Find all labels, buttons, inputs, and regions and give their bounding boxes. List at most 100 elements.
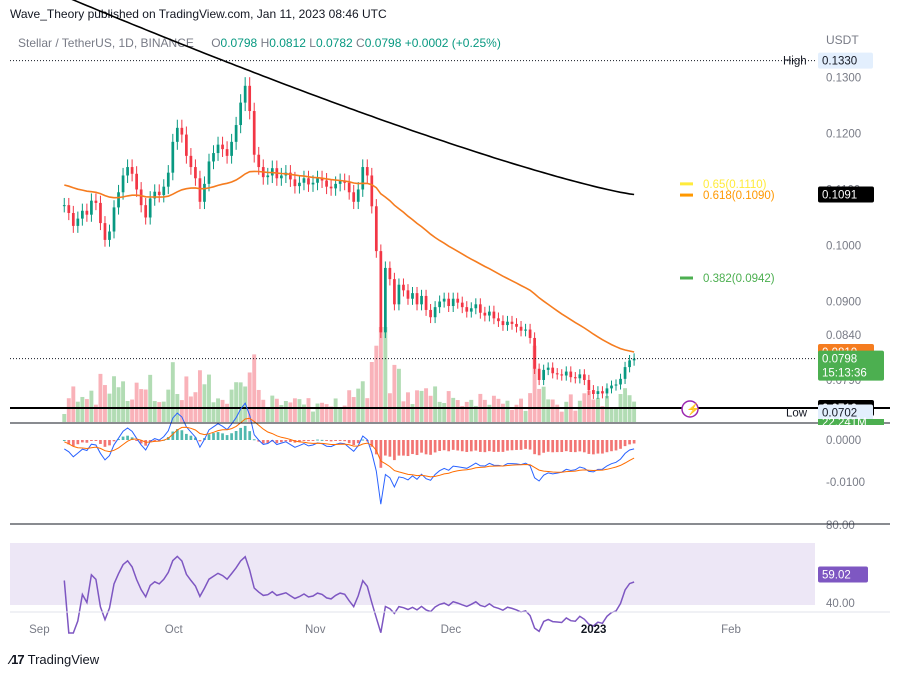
volume-bar (396, 368, 401, 422)
candle-body (569, 371, 573, 378)
low-value: 0.0782 (315, 36, 353, 50)
candle-body (551, 367, 555, 374)
candle-body (320, 178, 324, 181)
macd-histogram-bar (307, 440, 310, 442)
macd-histogram-bar (469, 440, 473, 452)
candle-body (103, 223, 107, 240)
volume-bar (338, 407, 343, 422)
low-value-badge: 0.0702 (822, 407, 857, 419)
candle-body (587, 379, 591, 391)
fib-level-label: 0.382(0.0942) (703, 273, 775, 285)
volume-bar (537, 388, 542, 422)
volume-bar (306, 398, 311, 422)
volume-bar (392, 364, 397, 422)
volume-bar (505, 400, 510, 422)
volume-bar (500, 403, 505, 422)
candle-body (578, 374, 582, 379)
macd-tick-label: 0.0000 (826, 435, 861, 447)
candle-body (311, 182, 315, 185)
candle-body (429, 309, 432, 318)
volume-bar (279, 404, 284, 422)
last-price-value: 0.0798 (822, 354, 857, 366)
macd-histogram-bar (361, 439, 365, 441)
candle-body (605, 388, 609, 394)
candle-body (203, 183, 206, 202)
candle-body (329, 186, 333, 189)
macd-histogram-bar (555, 440, 559, 453)
macd-histogram-bar (465, 440, 469, 452)
volume-bar (265, 407, 270, 422)
macd-histogram-bar (610, 440, 613, 452)
rsi-line (63, 555, 635, 634)
macd-histogram-bar (546, 440, 550, 452)
volume-bar (369, 362, 374, 422)
ema200-badge: 0.1091 (822, 190, 857, 202)
volume-bar (157, 402, 162, 422)
tradingview-logo[interactable]: ⁄17 TradingView (10, 652, 99, 667)
volume-bar (550, 399, 555, 422)
candle-body (325, 180, 328, 187)
volume-bar (229, 389, 234, 422)
macd-histogram-bar (171, 431, 175, 440)
low-label: Low (786, 407, 808, 419)
candle-body (384, 267, 387, 333)
volume-bar (401, 401, 406, 422)
macd-histogram-bar (352, 440, 356, 446)
candle-body (388, 267, 392, 280)
macd-histogram-bar (248, 431, 252, 440)
candle-body (469, 308, 473, 312)
price-tick-label: 0.0900 (826, 297, 861, 309)
candle-body (307, 178, 310, 185)
volume-bar (238, 382, 243, 422)
volume-bar (333, 398, 338, 422)
candle-body (361, 167, 365, 190)
candle-body (478, 304, 482, 313)
candle-body (108, 231, 111, 240)
macd-histogram-bar (302, 440, 306, 441)
candle-body (546, 367, 550, 370)
macd-histogram-bar (515, 440, 518, 450)
macd-histogram-bar (207, 434, 211, 440)
volume-bar (360, 381, 365, 422)
volume-bar (623, 388, 628, 422)
candle-body (506, 321, 509, 326)
macd-histogram-bar (519, 440, 523, 450)
candle-body (266, 175, 270, 178)
volume-bar (288, 402, 293, 422)
candle-body (628, 360, 631, 368)
symbol-title[interactable]: Stellar / TetherUS, 1D, BINANCE (18, 36, 194, 50)
volume-bar (148, 374, 153, 422)
candle-body (175, 127, 179, 142)
candle-body (207, 161, 211, 184)
time-tick-label: Oct (165, 624, 184, 636)
candle-body (85, 210, 89, 215)
time-tick-label: Nov (305, 624, 326, 636)
macd-histogram-bar (180, 430, 184, 440)
macd-histogram-bar (234, 431, 238, 440)
candle-body (542, 369, 546, 380)
volume-bar (595, 397, 600, 422)
candle-body (67, 205, 71, 214)
rsi-tick-label: 80.00 (826, 520, 855, 532)
volume-bar (125, 401, 130, 422)
candle-body (582, 374, 586, 380)
macd-histogram-bar (67, 440, 71, 445)
volume-bar (487, 404, 492, 422)
macd-histogram-bar (619, 440, 622, 449)
volume-bar (179, 400, 184, 422)
macd-histogram-bar (388, 440, 392, 457)
candle-body (257, 154, 261, 168)
volume-bar (469, 399, 474, 422)
candles (62, 77, 636, 399)
volume-bar (460, 405, 465, 422)
candle-body (234, 125, 238, 142)
candle-body (99, 202, 102, 224)
macd-histogram-bar (329, 440, 333, 442)
candle-body (302, 178, 306, 183)
candle-body (293, 179, 297, 187)
signal-line (64, 417, 635, 478)
volume-bar (247, 372, 252, 422)
volume-bar (80, 396, 85, 422)
macd-histogram-bar (433, 440, 437, 453)
